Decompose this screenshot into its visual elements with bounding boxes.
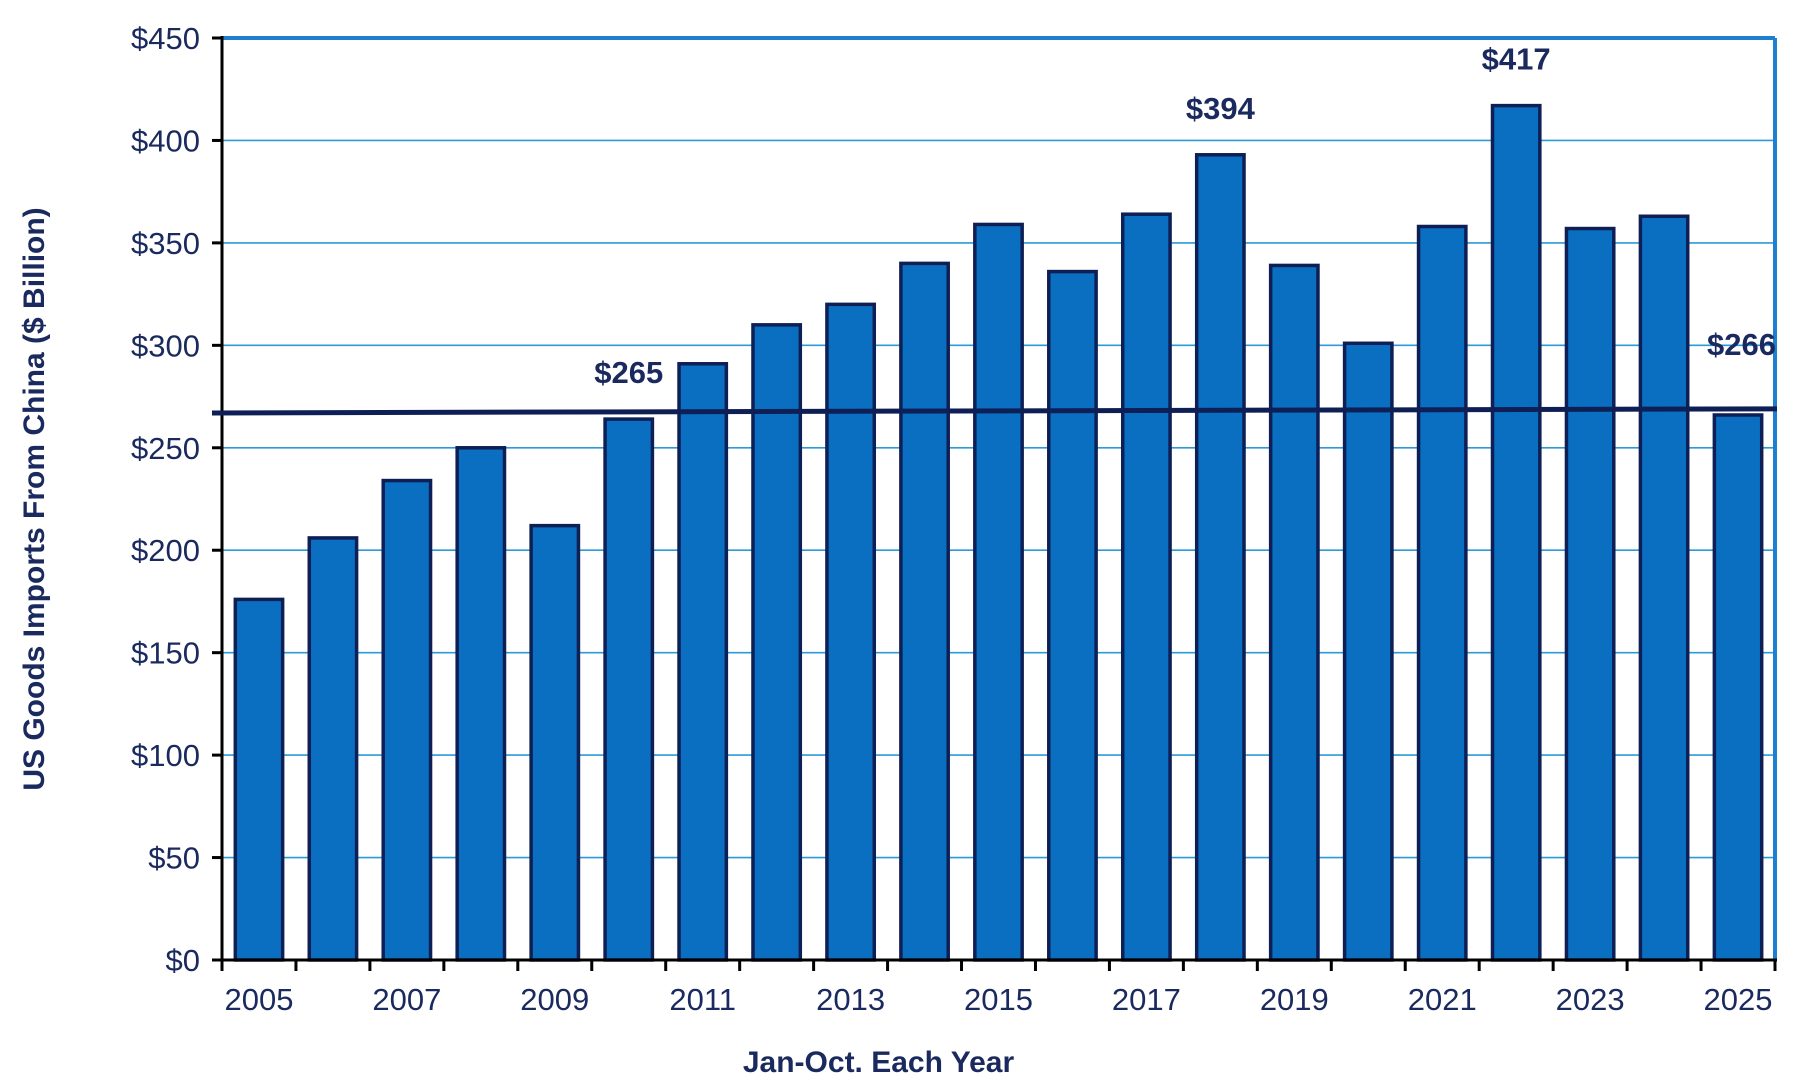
axes — [212, 36, 1777, 971]
reference-line — [211, 406, 1778, 416]
y-axis-title: US Goods Imports From China ($ Billion) — [18, 207, 51, 790]
bar-2005 — [233, 597, 285, 962]
bar-2023 — [1564, 226, 1616, 962]
y-tick-label: $400 — [131, 123, 200, 158]
data-label-2022: $417 — [1482, 42, 1551, 77]
bar-2006 — [307, 536, 359, 962]
x-tick-label: 2019 — [1260, 982, 1329, 1017]
bar-2018 — [1194, 153, 1246, 962]
x-tick-label: 2023 — [1556, 982, 1625, 1017]
y-tick-label: $50 — [148, 841, 200, 876]
y-tick-label: $200 — [131, 533, 200, 568]
bar-2013 — [825, 302, 877, 962]
y-tick-label: $350 — [131, 226, 200, 261]
x-tick-label: 2005 — [224, 982, 293, 1017]
data-label-2010: $265 — [594, 355, 663, 390]
y-tick-label: $100 — [131, 738, 200, 773]
bar-2011 — [677, 362, 729, 962]
y-tick-label: $450 — [131, 21, 200, 56]
bar-2024 — [1638, 214, 1690, 962]
bar-2021 — [1416, 224, 1468, 962]
data-label-2025: $266 — [1707, 327, 1776, 362]
x-tick-label: 2009 — [520, 982, 589, 1017]
bar-2015 — [973, 222, 1024, 962]
x-tick-label: 2007 — [372, 982, 441, 1017]
bar-2012 — [751, 323, 803, 962]
x-tick-label: 2013 — [816, 982, 885, 1017]
bar-2014 — [899, 261, 950, 962]
bar-2022 — [1490, 103, 1542, 962]
plot-frame — [222, 36, 1777, 960]
bar-2016 — [1047, 269, 1098, 962]
labels: $0 $50 $100 $150 $200 $250 $300 $350 $400 $450 200… — [18, 21, 1776, 1079]
y-tick-label: $150 — [131, 636, 200, 671]
x-tick-label: 2021 — [1408, 982, 1477, 1017]
x-tick-label: 2017 — [1112, 982, 1181, 1017]
bar-2008 — [455, 446, 507, 962]
bars — [233, 103, 1764, 962]
x-tick-label: 2011 — [669, 982, 736, 1017]
bar-2010 — [603, 417, 655, 962]
bar-2019 — [1268, 263, 1320, 962]
y-tick-label: $0 — [166, 943, 200, 978]
reference-line-group — [211, 406, 1778, 416]
x-tick-label: 2025 — [1704, 982, 1773, 1017]
y-tick-label: $250 — [131, 431, 200, 466]
x-axis-title: Jan-Oct. Each Year — [743, 1046, 1015, 1079]
bar-2020 — [1342, 341, 1394, 962]
bar-2025 — [1712, 413, 1764, 962]
bar-2017 — [1120, 212, 1172, 962]
data-label-2018: $394 — [1186, 91, 1256, 126]
x-tick-label: 2015 — [964, 982, 1033, 1017]
y-tick-label: $300 — [131, 328, 200, 363]
bar-2007 — [381, 478, 433, 962]
bar-2009 — [529, 523, 581, 962]
